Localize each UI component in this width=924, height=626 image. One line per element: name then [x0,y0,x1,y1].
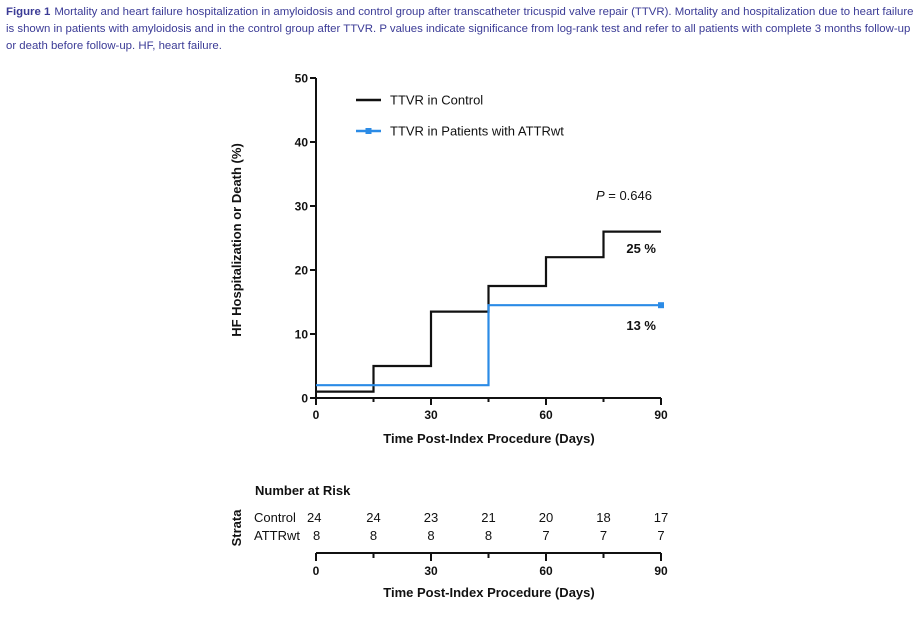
legend-label: TTVR in Patients with ATTRwt [390,124,564,139]
risk-value: 20 [539,510,553,525]
figure-caption-text: Mortality and heart failure hospitalizat… [6,6,914,52]
y-tick-label: 40 [295,136,309,150]
x-tick-label: 90 [654,408,668,422]
y-tick-label: 20 [295,264,309,278]
strata-label: Strata [229,509,244,547]
p-value-text: = 0.646 [605,188,652,203]
legend: TTVR in Control TTVR in Patients with ATT… [356,93,564,139]
risk-value: 7 [657,528,664,543]
risk-table-title: Number at Risk [255,483,351,498]
p-value-symbol: P [596,188,605,203]
legend-marker [365,128,372,134]
series-line-2 [316,304,661,387]
figure-caption: Figure 1 Mortality and heart failure hosp… [6,4,918,55]
series-end-marker [658,302,664,309]
risk-row-label: Control [254,510,296,525]
p-value: P = 0.646 [596,188,652,203]
risk-value: 24 [307,510,321,525]
figure-label: Figure 1 [6,6,51,18]
risk-value: 17 [654,510,668,525]
risk-table: Number at Risk Strata Time Post-Index Pr… [229,483,668,600]
risk-value: 7 [600,528,607,543]
y-tick-label: 10 [295,328,309,342]
risk-value: 21 [481,510,495,525]
x-tick-label: 0 [313,408,320,422]
risk-value: 8 [485,528,492,543]
x-tick-label: 30 [424,408,438,422]
risk-tick-label: 90 [654,564,668,578]
risk-tick-label: 60 [539,564,553,578]
risk-value: 23 [424,510,438,525]
series-line-1 [316,230,661,393]
risk-tick-label: 30 [424,564,438,578]
x-tick-label: 60 [539,408,553,422]
risk-row-label: ATTRwt [254,528,300,543]
y-tick-label: 50 [295,72,309,86]
y-tick-label: 30 [295,200,309,214]
series-layer: 25 % 13 % [316,230,664,393]
risk-value: 18 [596,510,610,525]
risk-value: 7 [542,528,549,543]
series-end-label: 25 % [626,241,656,256]
risk-value: 8 [313,528,320,543]
risk-tick-label: 0 [313,564,320,578]
risk-axis-label: Time Post-Index Procedure (Days) [383,585,594,600]
risk-value: 8 [370,528,377,543]
legend-label: TTVR in Control [390,93,483,108]
main-axes: 0 10 20 30 40 50 0 30 60 90 [295,72,668,423]
y-tick-label: 0 [301,392,308,406]
risk-value: 8 [427,528,434,543]
x-axis-label: Time Post-Index Procedure (Days) [383,431,594,446]
risk-value: 24 [366,510,380,525]
series-end-label: 13 % [626,318,656,333]
y-axis-label: HF Hospitalization or Death (%) [229,143,244,337]
